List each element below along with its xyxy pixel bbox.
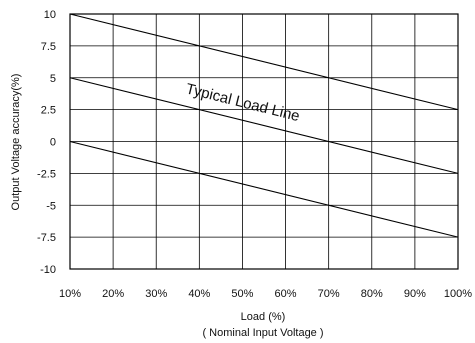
x-tick-label: 40% (188, 288, 210, 300)
y-tick-label: 2.5 (41, 105, 56, 117)
grid (70, 14, 458, 269)
x-tick-label: 20% (102, 288, 124, 300)
series-line-3 (69, 140, 459, 238)
y-tick-label: -5 (46, 200, 56, 212)
y-tick-labels: 10 7.5 5 2.5 0 -2.5 -5 -7.5 -10 (37, 9, 56, 276)
x-tick-label: 10% (59, 288, 81, 300)
y-tick-label: 10 (44, 9, 56, 21)
series-line-1 (69, 13, 459, 111)
y-tick-label: 0 (50, 137, 56, 149)
x-tick-label: 90% (404, 288, 426, 300)
series-line-2 (69, 77, 459, 174)
y-tick-label: -2.5 (37, 168, 56, 180)
y-tick-label: 5 (50, 73, 56, 85)
y-axis-label: Output Voltage accuracy(%) (10, 74, 22, 211)
x-tick-label: 80% (361, 288, 383, 300)
x-tick-label: 60% (275, 288, 297, 300)
y-tick-label: -7.5 (37, 232, 56, 244)
y-tick-label: 7.5 (41, 41, 56, 53)
series-lines (69, 13, 459, 238)
x-tick-label: 100% (444, 288, 472, 300)
x-axis-sublabel: ( Nominal Input Voltage ) (202, 327, 323, 339)
x-tick-label: 30% (145, 288, 167, 300)
x-axis-label: Load (%) (241, 311, 286, 323)
y-tick-label: -10 (40, 264, 56, 276)
x-tick-labels: 10% 20% 30% 40% 50% 60% 70% 80% 90% 100% (59, 288, 472, 300)
x-tick-label: 50% (231, 288, 253, 300)
x-tick-label: 70% (318, 288, 340, 300)
